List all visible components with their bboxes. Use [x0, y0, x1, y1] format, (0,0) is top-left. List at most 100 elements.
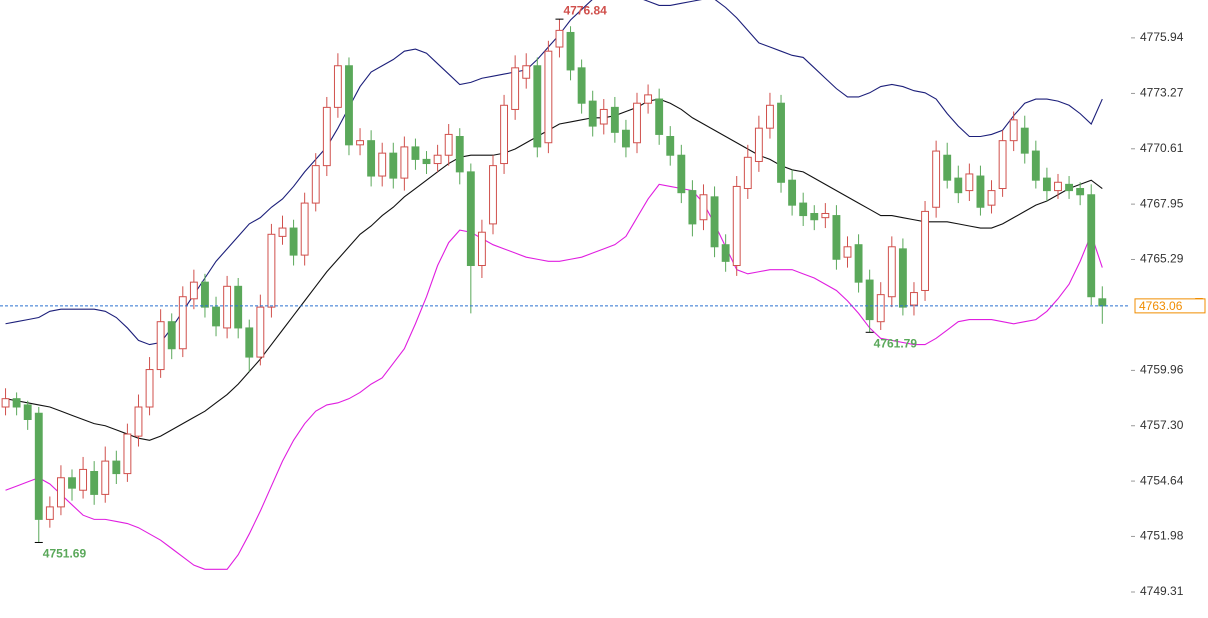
- candle-body: [865, 279, 874, 321]
- candle-body: [500, 104, 509, 165]
- candle-body: [887, 246, 896, 298]
- candle-body: [555, 29, 564, 48]
- candle-body: [876, 294, 885, 323]
- candle-body: [411, 146, 420, 160]
- candle-body: [90, 471, 99, 495]
- candle-body: [1042, 177, 1051, 192]
- y-tick-label: 4751.98: [1140, 529, 1184, 543]
- candle-body: [976, 175, 985, 208]
- candle-body: [1009, 119, 1018, 142]
- candle-body: [1076, 188, 1085, 196]
- candle-body: [145, 369, 154, 408]
- candle-body: [189, 281, 198, 300]
- y-tick-label: 4770.61: [1140, 141, 1184, 155]
- candle-body: [345, 65, 353, 146]
- candle-body: [112, 460, 121, 475]
- y-tick-label: 4757.30: [1140, 418, 1184, 432]
- candle-body: [389, 152, 398, 179]
- candle-body: [743, 156, 752, 190]
- candle-body: [921, 210, 929, 291]
- candle-body: [34, 412, 43, 520]
- y-tick-label: 4767.95: [1140, 196, 1184, 210]
- candle-body: [322, 106, 331, 167]
- last-price-label: 4763.06: [1139, 299, 1183, 313]
- candle-body: [1065, 183, 1074, 192]
- candle-body: [821, 212, 830, 219]
- candle-body: [23, 404, 32, 420]
- candle-body: [710, 196, 719, 248]
- candle-body: [522, 65, 531, 79]
- y-tick-label: 4759.96: [1140, 363, 1184, 377]
- candle-body: [178, 296, 187, 350]
- candle-body: [854, 244, 863, 283]
- last-price-box: [1134, 298, 1206, 314]
- candle-body: [400, 146, 409, 179]
- candle-body: [799, 202, 808, 217]
- candle-body: [1031, 150, 1040, 181]
- candle-body: [455, 136, 464, 173]
- candle-body: [766, 104, 774, 129]
- candle-body: [201, 281, 209, 308]
- candle-body: [156, 321, 165, 371]
- candle-body: [655, 98, 664, 135]
- candle-body: [898, 248, 907, 308]
- candle-body: [566, 31, 575, 71]
- candle-body: [721, 244, 730, 262]
- candle-body: [599, 108, 608, 125]
- y-tick-label: 4773.27: [1140, 86, 1184, 100]
- band-line: [5, 0, 1103, 346]
- candle-body: [633, 102, 641, 144]
- candle-body: [167, 321, 176, 350]
- candle-body: [954, 177, 963, 194]
- candle-body: [378, 152, 387, 177]
- candle-body: [68, 477, 76, 489]
- plot-area: 4776.84 4751.69 4761.79: [0, 0, 1130, 570]
- candle-body: [134, 406, 143, 437]
- candle-body: [1098, 298, 1107, 307]
- candle-body: [356, 140, 364, 146]
- candle-body: [987, 190, 996, 206]
- candle-body: [1054, 181, 1062, 192]
- candle-body: [12, 398, 21, 408]
- candle-body: [367, 140, 376, 177]
- candle-body: [212, 306, 220, 327]
- candle-body: [444, 133, 453, 156]
- candle-body: [699, 194, 708, 221]
- y-tick-label: 4749.31: [1140, 584, 1184, 598]
- candle-body: [754, 127, 763, 162]
- candle-body: [45, 506, 54, 520]
- candle-body: [843, 246, 852, 258]
- candle-body: [256, 306, 265, 358]
- candle-body: [267, 233, 276, 308]
- candle-body: [300, 202, 309, 256]
- candle-body: [777, 102, 785, 183]
- candle-body: [1, 398, 10, 408]
- candle-body: [666, 136, 675, 156]
- candle-body: [333, 65, 342, 108]
- y-tick-label: 4765.29: [1140, 252, 1184, 266]
- candle-body: [511, 67, 520, 110]
- candle-body: [788, 179, 797, 206]
- candle-body: [311, 165, 320, 204]
- candle-body: [810, 212, 819, 221]
- candle-body: [489, 165, 497, 225]
- candle-body: [732, 185, 741, 267]
- candle-body: [79, 468, 88, 491]
- candle-body: [278, 227, 287, 237]
- candle-body: [677, 154, 686, 194]
- y-tick-label: 4754.64: [1140, 473, 1184, 487]
- candle-body: [998, 140, 1007, 190]
- extreme-label: 4751.69: [43, 547, 87, 561]
- candle-body: [965, 173, 974, 192]
- candle-body: [688, 190, 697, 225]
- candle-body: [223, 285, 232, 329]
- candle-body: [832, 215, 841, 260]
- candle-body: [234, 285, 243, 329]
- candle-body: [289, 227, 298, 256]
- extreme-label: 4761.79: [874, 336, 918, 350]
- candle-body: [1087, 194, 1096, 298]
- band-line: [5, 183, 1103, 570]
- candle-body: [943, 154, 952, 181]
